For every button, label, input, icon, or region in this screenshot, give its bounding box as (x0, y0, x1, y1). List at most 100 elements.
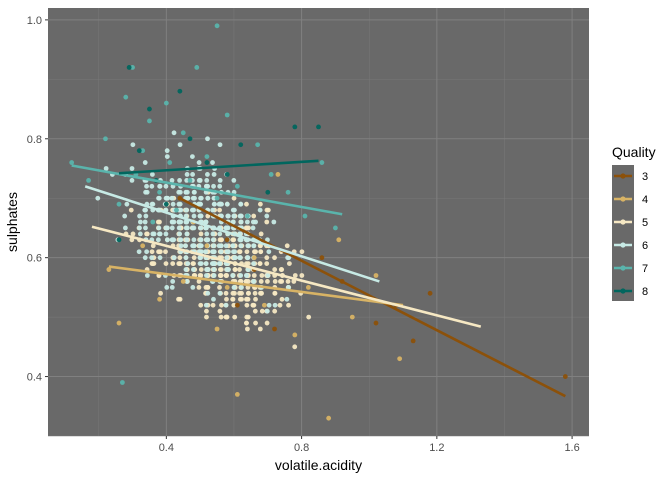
data-point (171, 255, 177, 261)
data-point (176, 225, 182, 231)
data-point (205, 172, 210, 177)
data-point (210, 160, 215, 165)
x-tick-label: 0.4 (159, 442, 174, 454)
data-point (299, 273, 305, 278)
data-point (237, 290, 242, 296)
data-point (203, 261, 209, 267)
data-point (238, 219, 244, 225)
data-point (203, 302, 209, 308)
data-point (218, 267, 224, 272)
data-point (232, 267, 238, 272)
data-point (198, 213, 204, 219)
data-point (149, 249, 155, 255)
legend-item-3: 3 (614, 171, 648, 183)
data-point (184, 207, 189, 213)
data-point (244, 249, 250, 255)
legend-item-4: 4 (614, 194, 648, 206)
data-point (218, 314, 224, 320)
data-point (150, 201, 156, 207)
data-point (144, 273, 150, 278)
data-point (237, 255, 242, 261)
data-point (271, 219, 277, 225)
data-point (265, 237, 270, 243)
data-point (239, 284, 244, 290)
data-point (176, 189, 182, 195)
data-point (190, 172, 195, 177)
data-point (336, 237, 342, 243)
data-point (217, 231, 223, 237)
data-point (106, 267, 112, 272)
data-point (217, 177, 223, 183)
data-point (272, 267, 278, 272)
data-point (245, 243, 251, 249)
data-point (292, 344, 298, 350)
data-point (244, 273, 249, 278)
legend-point (620, 173, 626, 179)
data-point (217, 142, 223, 148)
data-point (198, 243, 204, 249)
legend-point (620, 242, 626, 248)
data-point (224, 296, 229, 302)
data-point (238, 213, 244, 219)
data-point (163, 201, 169, 207)
data-point (214, 326, 220, 332)
data-point (219, 302, 224, 308)
data-point (245, 326, 250, 332)
data-point (224, 201, 230, 207)
data-point (191, 213, 197, 219)
data-point (245, 279, 251, 284)
data-point (150, 219, 156, 225)
data-point (184, 237, 190, 243)
data-point (185, 261, 191, 267)
data-point (184, 225, 190, 231)
data-point (257, 326, 263, 332)
data-point (230, 296, 236, 302)
data-point (319, 255, 325, 261)
data-point (230, 290, 236, 296)
data-point (191, 255, 197, 261)
data-point (184, 231, 190, 237)
legend-key-background (612, 165, 634, 301)
data-point (163, 261, 169, 267)
data-point (373, 273, 379, 278)
data-point (142, 219, 148, 225)
data-point (198, 267, 204, 272)
data-point (163, 231, 169, 237)
data-point (130, 142, 136, 148)
data-point (284, 243, 290, 249)
data-point (373, 320, 379, 326)
data-point (149, 255, 155, 261)
data-point (251, 213, 257, 219)
data-point (144, 231, 150, 237)
data-point (212, 201, 217, 207)
data-point (231, 302, 237, 308)
data-point (218, 249, 224, 255)
data-point (232, 314, 238, 320)
plot-panel (48, 8, 589, 437)
data-point (129, 177, 135, 183)
data-point (251, 243, 257, 249)
data-point (176, 296, 181, 302)
data-point (191, 225, 197, 231)
data-point (147, 118, 152, 124)
data-point (234, 183, 240, 189)
data-point (223, 314, 229, 320)
data-point (169, 177, 175, 183)
data-point (155, 219, 161, 225)
x-axis-title: volatile.acidity (275, 457, 362, 473)
data-point (217, 290, 223, 296)
data-point (214, 23, 220, 29)
data-point (116, 201, 122, 207)
data-point (164, 148, 170, 154)
data-point (156, 225, 162, 231)
data-point (252, 308, 258, 314)
data-point (286, 302, 291, 308)
data-point (224, 284, 230, 290)
data-point (272, 326, 277, 332)
data-point (205, 284, 211, 290)
data-point (204, 231, 210, 237)
data-point (410, 338, 416, 344)
data-point (171, 219, 177, 225)
data-point (196, 279, 202, 284)
data-point (119, 380, 125, 385)
